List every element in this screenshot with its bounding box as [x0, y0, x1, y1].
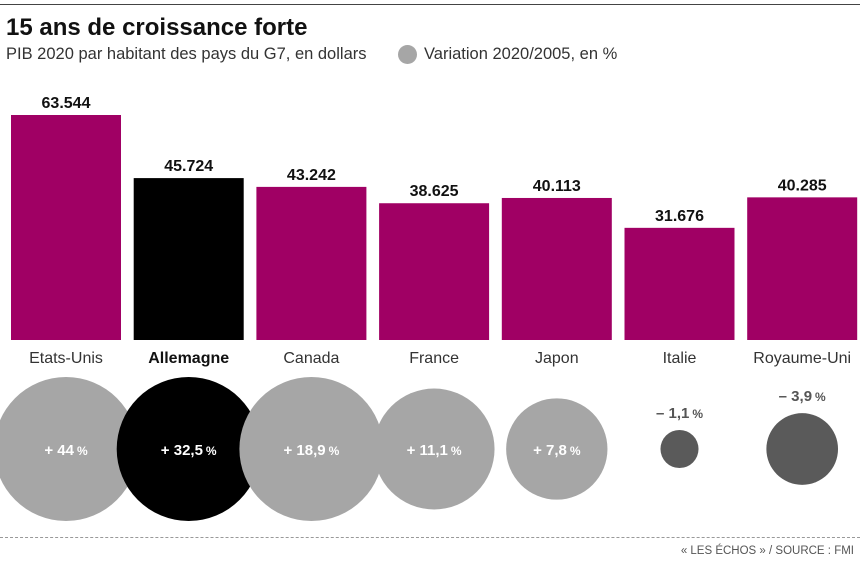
variation-label-4: + 7,8%: [533, 442, 581, 459]
variation-label-0: + 44%: [44, 442, 88, 459]
legend-label: Variation 2020/2005, en %: [424, 44, 618, 63]
category-label-1: Allemagne: [148, 350, 229, 367]
variation-bubble-2: [239, 377, 384, 521]
category-label-5: Italie: [663, 350, 697, 367]
bar-value-label-3: 38.625: [410, 183, 459, 200]
variation-label-2: + 18,9%: [284, 442, 340, 459]
category-label-6: Royaume-Uni: [753, 350, 851, 367]
variation-label-5: – 1,1%: [656, 405, 703, 422]
variation-unit-2: %: [329, 444, 340, 458]
category-label-0: Etats-Unis: [29, 350, 103, 367]
bar-2: [256, 186, 367, 340]
variation-unit-4: %: [570, 444, 581, 458]
variation-label-3: + 11,1%: [407, 442, 462, 459]
variation-unit-0: %: [77, 444, 88, 458]
variation-unit-6: %: [815, 390, 826, 404]
variation-value-2: + 18,9: [284, 442, 326, 459]
bar-6: [747, 197, 858, 340]
bar-value-label-2: 43.242: [287, 167, 336, 184]
variation-unit-5: %: [692, 407, 703, 421]
bar-value-label-0: 63.544: [42, 95, 91, 112]
source-note: « LES ÉCHOS » / SOURCE : FMI: [680, 545, 854, 557]
bar-1: [133, 178, 244, 340]
bar-4: [501, 197, 612, 340]
variation-unit-3: %: [451, 444, 462, 458]
variation-bubble-3: [373, 388, 495, 510]
bar-value-label-5: 31.676: [655, 208, 704, 225]
bar-0: [11, 115, 121, 340]
variation-value-3: + 11,1: [407, 442, 448, 459]
chart-subtitle: PIB 2020 par habitant des pays du G7, en…: [6, 45, 367, 63]
variation-bubble-0: [0, 377, 138, 521]
category-label-4: Japon: [535, 350, 579, 367]
top-rule: [0, 4, 860, 5]
variation-label-6: – 3,9%: [779, 388, 826, 405]
bar-value-label-6: 40.285: [778, 177, 827, 194]
category-label-3: France: [409, 350, 459, 367]
variation-value-6: – 3,9: [779, 388, 812, 405]
variation-unit-1: %: [206, 444, 217, 458]
variation-value-0: + 44: [44, 442, 74, 459]
bar-3: [379, 203, 490, 340]
chart-title: 15 ans de croissance forte: [6, 14, 308, 41]
bar-5: [624, 227, 735, 340]
variation-bubble-6: [766, 413, 839, 485]
variation-bubble-1: [116, 377, 261, 521]
variation-label-1: + 32,5%: [161, 442, 217, 459]
variation-value-4: + 7,8: [533, 442, 567, 459]
bar-value-label-4: 40.113: [533, 178, 581, 195]
variation-value-1: + 32,5: [161, 442, 203, 459]
variation-bubble-5: [660, 429, 699, 469]
variation-bubble-4: [506, 398, 608, 500]
legend: Variation 2020/2005, en %: [398, 43, 617, 65]
variation-value-5: – 1,1: [656, 405, 689, 422]
legend-bubble-icon: [398, 44, 417, 64]
bar-value-label-1: 45.724: [164, 158, 213, 175]
chart-area: 63.544 Etats-Unis + 44 % 45.724 Allemagne + 32…: [0, 95, 858, 521]
bottom-rule: [0, 537, 860, 538]
category-label-2: Canada: [283, 350, 339, 367]
